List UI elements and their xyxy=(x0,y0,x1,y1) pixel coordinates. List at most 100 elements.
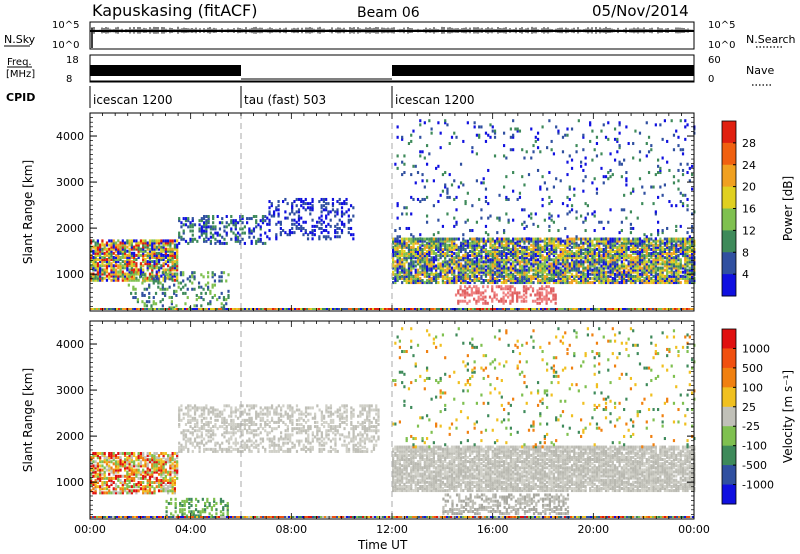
data-cell xyxy=(471,270,474,274)
data-cell xyxy=(300,197,303,201)
data-cell xyxy=(148,258,152,262)
data-cell xyxy=(423,185,426,189)
data-cell xyxy=(464,239,467,243)
data-cell xyxy=(484,139,488,143)
data-cell xyxy=(652,245,655,249)
data-cell xyxy=(616,247,619,251)
data-cell xyxy=(670,260,673,264)
data-cell xyxy=(480,249,483,253)
data-cell xyxy=(279,233,282,237)
data-cell xyxy=(586,252,589,256)
data-cell xyxy=(496,241,499,245)
data-cell xyxy=(530,266,533,270)
data-cell xyxy=(670,276,673,280)
data-cell xyxy=(647,171,651,175)
data-cell xyxy=(437,239,440,243)
data-cell xyxy=(514,249,517,253)
data-cell xyxy=(444,256,447,260)
data-cell xyxy=(627,260,630,264)
data-cell xyxy=(466,260,469,264)
data-cell xyxy=(618,146,621,150)
data-cell xyxy=(300,226,303,230)
data-cell xyxy=(193,287,196,291)
data-cell xyxy=(593,262,596,266)
data-cell xyxy=(654,123,657,127)
data-cell xyxy=(241,217,244,221)
data-cell xyxy=(96,253,99,257)
data-cell xyxy=(552,185,556,189)
data-cell xyxy=(182,231,185,235)
data-cell xyxy=(577,266,580,270)
data-cell xyxy=(690,224,694,228)
data-cell xyxy=(94,278,97,282)
data-cell xyxy=(505,237,508,241)
data-cell xyxy=(623,256,626,260)
data-cell xyxy=(522,289,526,293)
data-cell xyxy=(598,239,601,243)
data-cell xyxy=(584,278,587,282)
data-cell xyxy=(575,254,578,258)
data-cell xyxy=(607,281,610,285)
data-cell xyxy=(491,258,494,262)
data-cell xyxy=(550,268,553,272)
data-cell xyxy=(595,135,599,139)
data-cell xyxy=(539,245,542,249)
data-cell xyxy=(450,281,454,285)
data-cell xyxy=(484,264,488,268)
data-cell xyxy=(92,266,95,270)
data-cell xyxy=(543,268,546,272)
data-cell xyxy=(523,262,526,266)
data-cell xyxy=(168,275,171,279)
data-cell xyxy=(416,249,420,253)
data-cell xyxy=(432,179,435,183)
data-cell xyxy=(666,276,669,280)
data-cell xyxy=(473,272,476,276)
data-cell xyxy=(579,252,583,256)
data-cell xyxy=(690,256,694,260)
data-cell xyxy=(103,251,106,255)
data-cell xyxy=(182,229,185,233)
data-cell xyxy=(546,247,549,251)
data-cell xyxy=(521,260,524,264)
data-cell xyxy=(191,275,194,279)
data-cell xyxy=(396,262,399,266)
data-cell xyxy=(207,287,210,291)
data-cell xyxy=(604,256,608,260)
data-cell xyxy=(257,237,260,241)
data-cell xyxy=(394,268,397,272)
bottom-gate-cell xyxy=(322,308,324,310)
data-cell xyxy=(579,281,583,285)
data-cell xyxy=(661,252,664,256)
data-cell xyxy=(498,243,501,247)
data-cell xyxy=(197,296,201,300)
data-cell xyxy=(182,237,185,241)
data-cell xyxy=(579,241,583,245)
data-cell xyxy=(509,276,512,280)
data-cell xyxy=(502,276,506,280)
bottom-gate-cell xyxy=(252,308,254,310)
data-cell xyxy=(618,249,621,253)
data-cell xyxy=(620,241,623,245)
data-cell xyxy=(625,281,628,285)
data-cell xyxy=(421,241,424,245)
data-cell xyxy=(496,247,499,251)
data-cell xyxy=(641,278,644,282)
data-cell xyxy=(110,241,113,245)
data-cell xyxy=(412,129,415,133)
data-cell xyxy=(398,266,401,270)
data-cell xyxy=(425,268,429,272)
data-cell xyxy=(634,249,637,253)
data-cell xyxy=(688,179,691,183)
bottom-gate-cell xyxy=(438,308,440,310)
data-cell xyxy=(668,256,671,260)
data-cell xyxy=(679,241,682,245)
data-cell xyxy=(428,258,431,262)
data-cell xyxy=(507,272,510,276)
data-cell xyxy=(611,266,614,270)
data-cell xyxy=(613,266,617,270)
data-cell xyxy=(171,266,174,270)
data-cell xyxy=(130,245,133,249)
data-cell xyxy=(573,256,576,260)
data-cell xyxy=(570,237,574,241)
data-cell xyxy=(311,237,314,241)
